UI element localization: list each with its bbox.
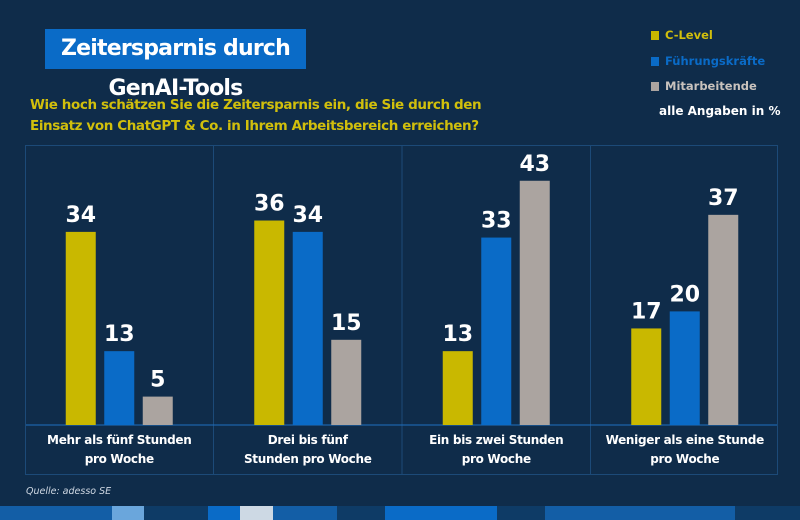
- legend-label: Mitarbeitende: [665, 79, 757, 93]
- bar: [331, 339, 362, 425]
- data-label: 33: [481, 209, 512, 234]
- survey-question: Wie hoch schätzen Sie die Zeitersparnis …: [30, 95, 482, 137]
- bar: [254, 220, 285, 425]
- category-label: pro Woche: [85, 452, 154, 466]
- data-label: 34: [292, 203, 323, 228]
- question-line: Wie hoch schätzen Sie die Zeitersparnis …: [30, 97, 482, 113]
- data-label: 13: [442, 322, 473, 347]
- category-label: Mehr als fünf Stunden: [47, 433, 191, 447]
- bar: [631, 328, 662, 425]
- data-label: 5: [150, 368, 165, 393]
- category-label: Drei bis fünf: [268, 433, 349, 447]
- data-label: 37: [708, 186, 739, 211]
- units-note: alle Angaben in %: [659, 104, 781, 118]
- data-label: 15: [331, 311, 362, 336]
- legend-item-c-level: C-Level: [651, 28, 713, 42]
- data-label: 36: [254, 192, 285, 217]
- data-label: 43: [519, 152, 550, 177]
- bar: [104, 351, 135, 425]
- data-label: 20: [669, 282, 700, 307]
- legend-item-mitarbeitende: Mitarbeitende: [651, 79, 757, 93]
- legend-item-fuehrungskraefte: Führungskräfte: [651, 54, 765, 68]
- bar: [519, 180, 550, 425]
- legend-label: C-Level: [665, 28, 713, 42]
- data-label: 17: [631, 299, 662, 324]
- chart-panel: [25, 145, 778, 475]
- legend-swatch: [651, 56, 659, 66]
- legend-swatch: [651, 30, 659, 40]
- bar: [708, 214, 739, 425]
- category-label: Weniger als eine Stunde: [606, 433, 765, 447]
- chart-title: Zeitersparnis durch GenAI-Tools: [45, 29, 306, 101]
- legend-swatch: [651, 81, 659, 91]
- source-note: Quelle: adesso SE: [26, 486, 112, 497]
- legend-label: Führungskräfte: [665, 54, 766, 68]
- bar: [481, 237, 512, 425]
- bar: [669, 311, 700, 425]
- category-label: pro Woche: [462, 452, 531, 466]
- bar: [292, 231, 323, 425]
- bar: [65, 231, 96, 425]
- category-label: pro Woche: [650, 452, 719, 466]
- bar: [142, 396, 173, 425]
- category-label: Stunden pro Woche: [244, 452, 372, 466]
- data-label: 13: [104, 322, 135, 347]
- bar: [442, 351, 473, 425]
- category-label: Ein bis zwei Stunden: [429, 433, 563, 447]
- question-line: Einsatz von ChatGPT & Co. in Ihrem Arbei…: [30, 118, 479, 134]
- data-label: 34: [65, 203, 96, 228]
